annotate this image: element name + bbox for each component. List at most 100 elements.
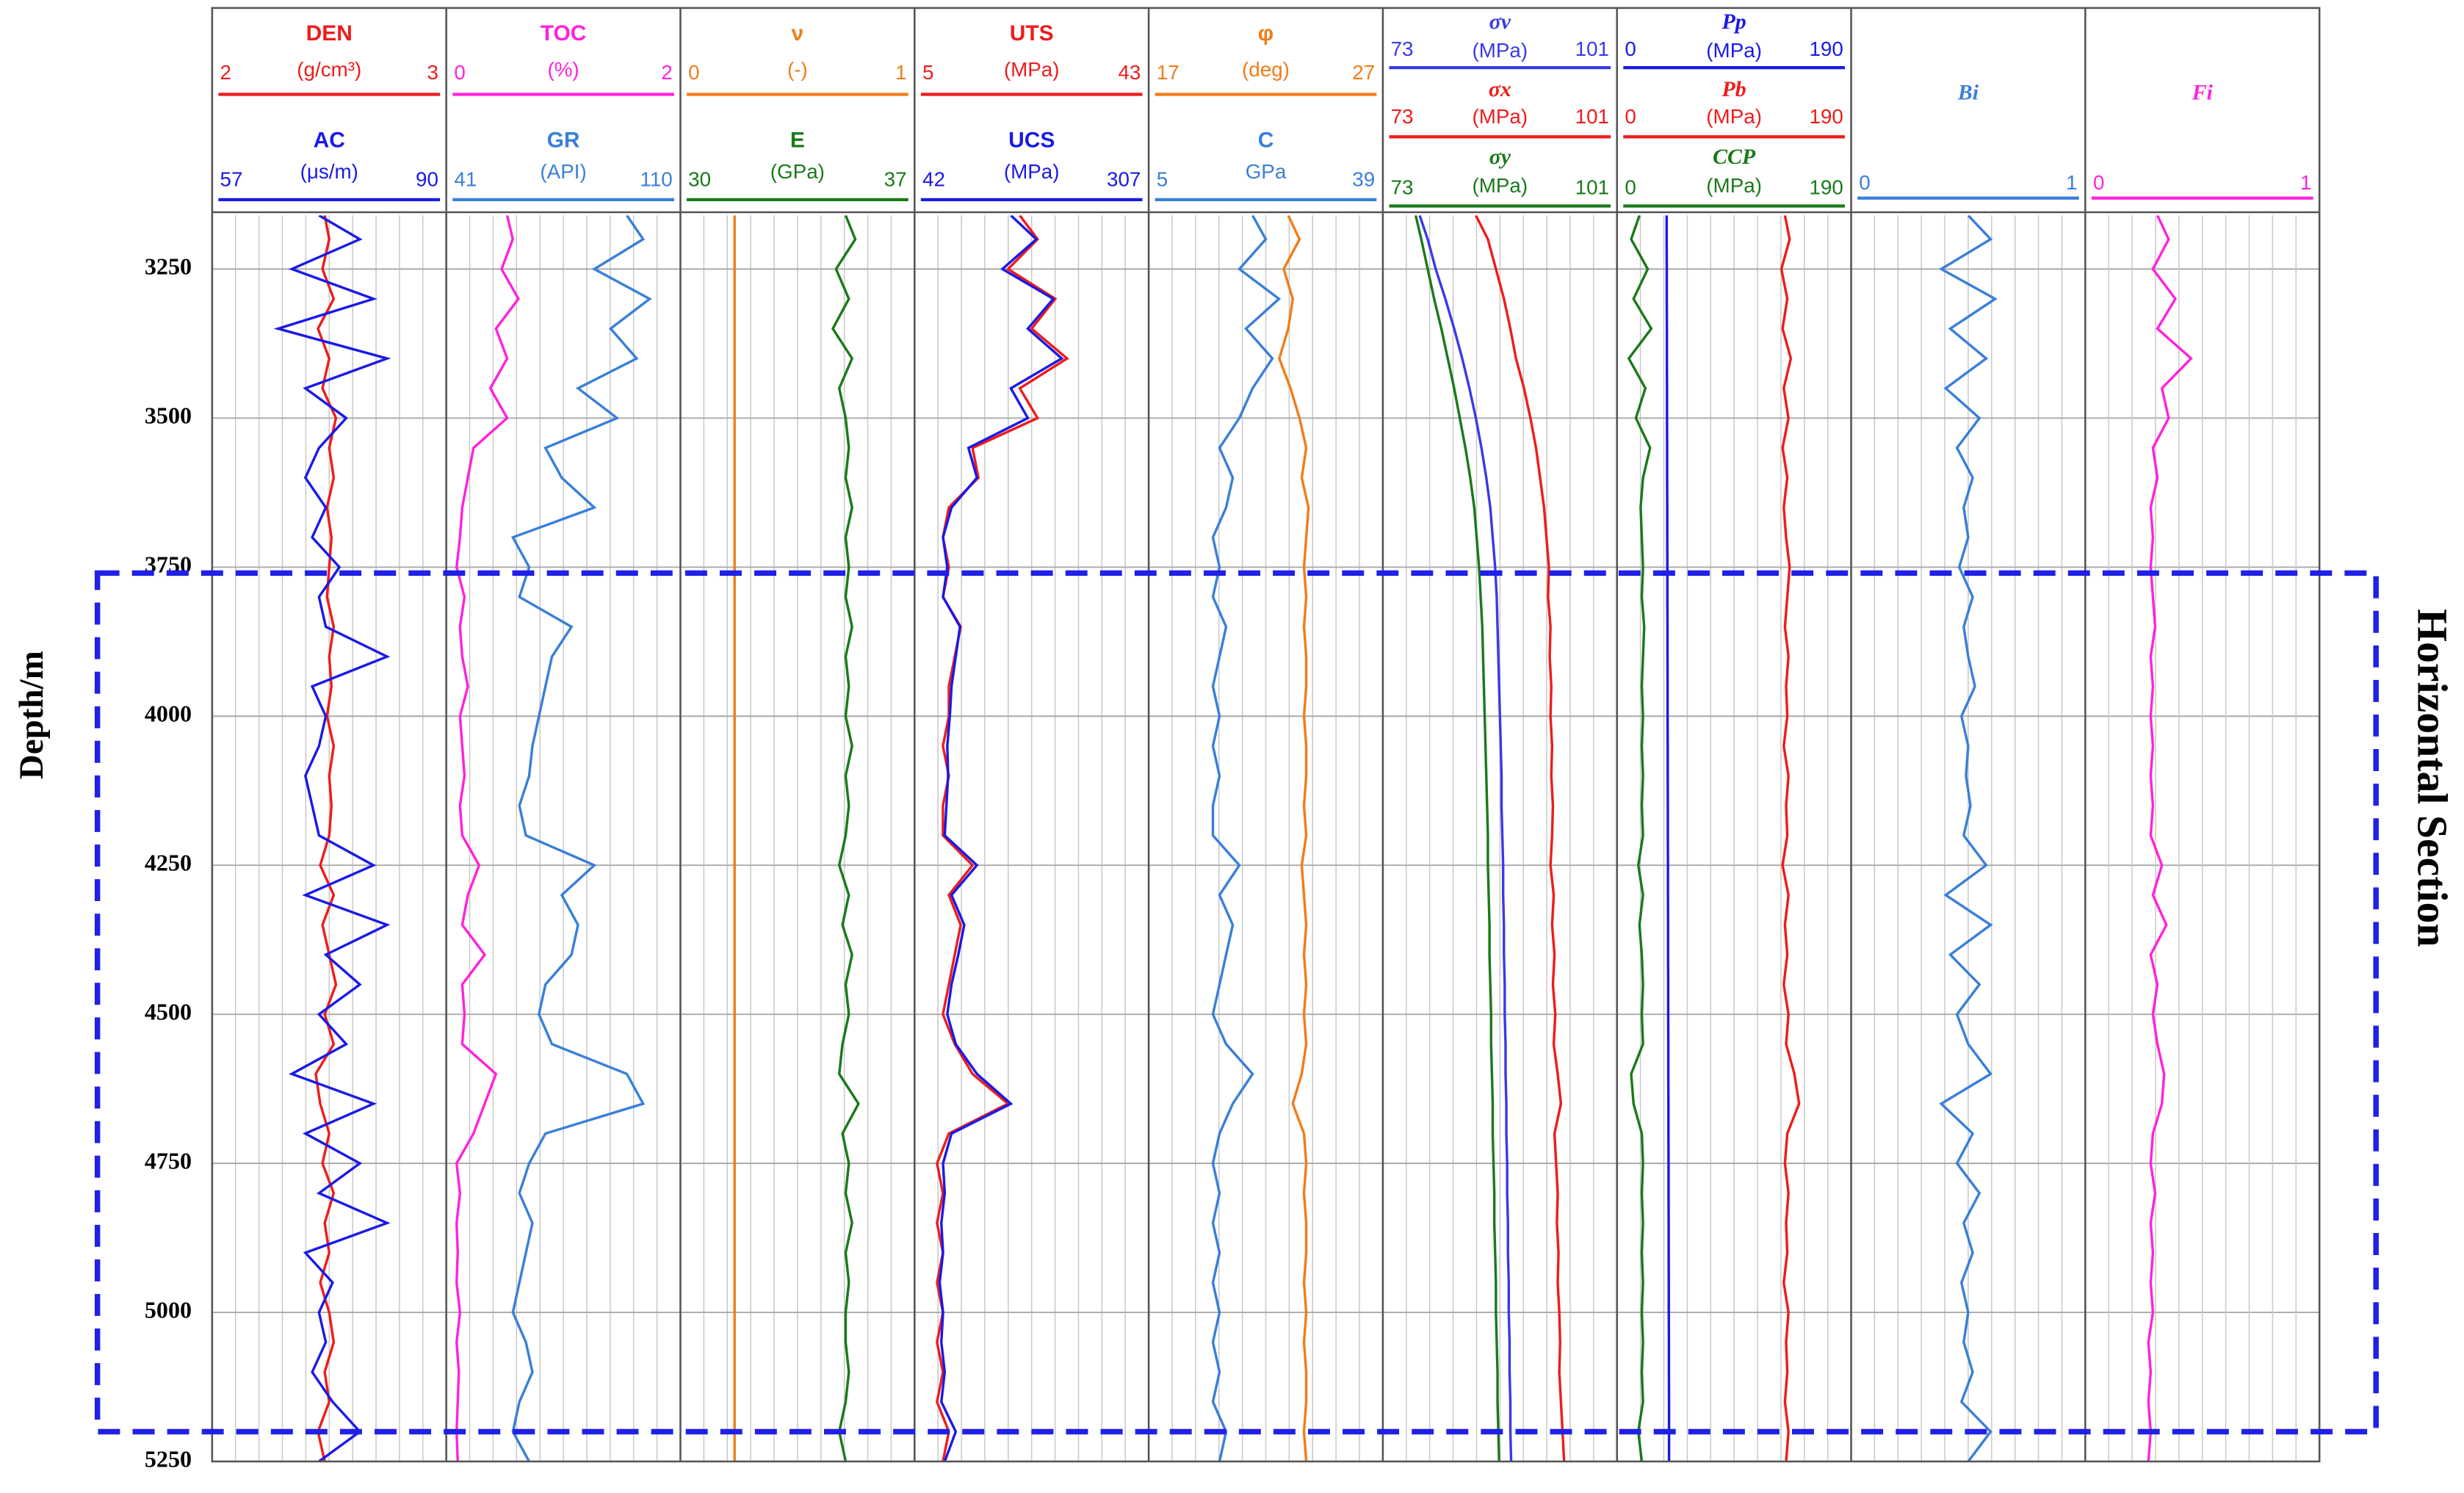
curve-name: GR — [547, 129, 580, 153]
y-tick-label: 4250 — [145, 850, 192, 876]
log-curve — [1938, 215, 1998, 1462]
curve-unit: (MPa) — [1706, 39, 1762, 62]
log-curve — [2147, 215, 2193, 1462]
scale-min: 0 — [454, 61, 465, 84]
log-curve — [936, 215, 1069, 1462]
scale-min: 73 — [1391, 37, 1414, 60]
curve-unit: (MPa) — [1472, 105, 1528, 128]
scale-max: 1 — [2066, 171, 2077, 194]
scale-min: 30 — [688, 168, 711, 191]
scale-max: 190 — [1809, 176, 1843, 198]
scale-max: 101 — [1575, 176, 1609, 198]
curve-name: UTS — [1010, 21, 1054, 46]
log-curve — [455, 215, 520, 1462]
curve-unit: (MPa) — [1004, 58, 1060, 81]
log-curve — [831, 215, 860, 1462]
log-curve — [1780, 215, 1801, 1462]
curve-name: ν — [792, 21, 804, 46]
curve-name: Pp — [1721, 10, 1746, 34]
curve-unit: (MPa) — [1472, 174, 1528, 197]
scale-min: 41 — [454, 168, 477, 191]
curve-unit: (API) — [540, 160, 586, 183]
log-curve — [314, 215, 338, 1462]
scale-min: 5 — [922, 61, 933, 84]
log-curve — [1418, 215, 1513, 1462]
scale-max: 101 — [1575, 105, 1609, 128]
scale-max: 27 — [1352, 61, 1375, 84]
curve-unit: (MPa) — [1004, 160, 1060, 183]
scale-min: 2 — [220, 61, 231, 84]
scale-max: 37 — [884, 168, 907, 191]
curve-unit: (MPa) — [1706, 174, 1762, 197]
scale-max: 110 — [640, 168, 672, 191]
log-curve — [1414, 215, 1500, 1462]
scale-max: 307 — [1107, 168, 1141, 191]
scale-min: 17 — [1157, 61, 1179, 84]
curve-name: Pb — [1721, 77, 1746, 101]
curve-unit: (MPa) — [1706, 105, 1762, 128]
scale-max: 3 — [427, 61, 438, 84]
curve-name: σv — [1489, 10, 1511, 34]
scale-min: 0 — [1625, 176, 1636, 198]
curve-unit: (g/cm³) — [297, 58, 361, 81]
log-curve — [1278, 215, 1310, 1462]
scale-max: 101 — [1575, 37, 1609, 60]
annotation: Horizontal Section — [2409, 609, 2455, 947]
scale-max: 2 — [661, 61, 672, 84]
log-curve — [510, 215, 652, 1462]
scale-min: 0 — [1625, 105, 1636, 128]
curve-unit: (μs/m) — [300, 160, 358, 183]
scale-max: 90 — [416, 168, 438, 191]
log-curve — [938, 215, 1064, 1462]
log-curve — [1665, 215, 1671, 1462]
scale-min: 42 — [922, 168, 945, 191]
log-curve — [1475, 215, 1566, 1462]
log-curve — [1627, 215, 1653, 1462]
y-tick-label: 4500 — [145, 999, 192, 1025]
scale-max: 39 — [1352, 168, 1375, 191]
scale-min: 73 — [1391, 176, 1414, 198]
scale-max: 43 — [1118, 61, 1141, 84]
scale-min: 0 — [688, 61, 699, 84]
scale-max: 1 — [895, 61, 906, 84]
scale-min: 0 — [2093, 171, 2104, 194]
curve-name: σy — [1489, 145, 1511, 169]
curve-name: Bi — [1957, 80, 1979, 104]
y-tick-label: 5000 — [145, 1296, 192, 1323]
log-curve — [1211, 215, 1282, 1462]
curve-unit: (%) — [547, 58, 579, 81]
scale-min: 0 — [1625, 37, 1636, 60]
scale-max: 190 — [1809, 105, 1843, 128]
curve-name: E — [790, 129, 805, 153]
curve-name: CCP — [1713, 145, 1756, 169]
highlight-box — [94, 570, 2379, 1435]
curve-name: DEN — [306, 21, 353, 46]
scale-min: 0 — [1859, 171, 1870, 194]
log-curve — [273, 215, 391, 1462]
y-tick-label: 3250 — [145, 253, 192, 280]
curve-name: C — [1258, 129, 1274, 153]
curve-unit: (GPa) — [770, 160, 825, 183]
curve-name: AC — [314, 129, 345, 153]
curve-name: UCS — [1008, 129, 1055, 153]
y-tick-label: 3500 — [145, 402, 192, 429]
scale-max: 1 — [2300, 171, 2311, 194]
y-axis-label: Depth/m — [12, 651, 51, 779]
curve-unit: (MPa) — [1472, 39, 1528, 62]
scale-min: 57 — [220, 168, 243, 191]
y-tick-label: 5250 — [145, 1445, 192, 1472]
curve-unit: (deg) — [1242, 58, 1290, 81]
frame — [211, 7, 2321, 1463]
curve-unit: GPa — [1246, 160, 1287, 183]
curve-unit: (-) — [787, 58, 808, 81]
curve-name: φ — [1258, 21, 1273, 46]
y-tick-label: 4000 — [145, 701, 192, 727]
curve-name: Fi — [2192, 80, 2214, 104]
scale-min: 73 — [1391, 105, 1414, 128]
scale-min: 5 — [1157, 168, 1168, 191]
curve-name: σx — [1489, 77, 1511, 101]
curve-name: TOC — [541, 21, 587, 46]
y-tick-label: 4750 — [145, 1147, 192, 1174]
scale-max: 190 — [1809, 37, 1843, 60]
